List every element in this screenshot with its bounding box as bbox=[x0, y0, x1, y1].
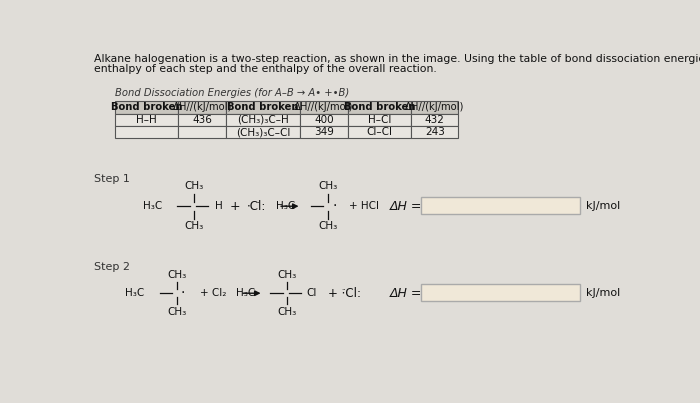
Text: Bond broken: Bond broken bbox=[344, 102, 415, 112]
Bar bbox=[412, 114, 458, 126]
Text: ΔH//(kJ/mol): ΔH//(kJ/mol) bbox=[294, 102, 354, 112]
Bar bbox=[421, 284, 580, 301]
Bar bbox=[348, 101, 412, 114]
Bar bbox=[178, 101, 226, 114]
Text: 349: 349 bbox=[314, 127, 334, 137]
Text: ⋅Cl:: ⋅Cl: bbox=[247, 200, 267, 213]
Text: ..: .. bbox=[256, 198, 260, 204]
Text: (CH₃)₃C–Cl: (CH₃)₃C–Cl bbox=[236, 127, 290, 137]
Bar bbox=[412, 101, 458, 114]
Text: ..: .. bbox=[341, 285, 346, 291]
Text: (CH₃)₃C–H: (CH₃)₃C–H bbox=[237, 115, 289, 125]
Text: Step 1: Step 1 bbox=[94, 174, 130, 184]
Text: Cl: Cl bbox=[307, 288, 317, 298]
Bar bbox=[115, 126, 178, 139]
Text: 436: 436 bbox=[193, 115, 212, 125]
Bar bbox=[300, 114, 348, 126]
Text: enthalpy of each step and the enthalpy of the overall reaction.: enthalpy of each step and the enthalpy o… bbox=[94, 64, 437, 74]
Text: 432: 432 bbox=[425, 115, 444, 125]
Text: ΔH//(kJ/mol): ΔH//(kJ/mol) bbox=[405, 102, 464, 112]
Text: Bond Dissociation Energies (for A–B → A• +•B): Bond Dissociation Energies (for A–B → A•… bbox=[115, 88, 349, 98]
Bar bbox=[226, 101, 300, 114]
Text: ΔH =: ΔH = bbox=[390, 287, 422, 300]
Text: CH₃: CH₃ bbox=[318, 181, 337, 191]
Text: ΔH =: ΔH = bbox=[390, 200, 422, 213]
Text: H–Cl: H–Cl bbox=[368, 115, 391, 125]
Text: Bond broken: Bond broken bbox=[111, 102, 182, 112]
Text: + Cl₂: + Cl₂ bbox=[200, 288, 226, 298]
Text: Alkane halogenation is a two-step reaction, as shown in the image. Using the tab: Alkane halogenation is a two-step reacti… bbox=[94, 54, 700, 64]
Bar bbox=[348, 114, 412, 126]
Bar bbox=[115, 114, 178, 126]
Text: ⋅: ⋅ bbox=[181, 286, 185, 300]
Bar bbox=[348, 126, 412, 139]
Text: CH₃: CH₃ bbox=[278, 307, 297, 317]
Text: CH₃: CH₃ bbox=[318, 221, 337, 231]
Text: 400: 400 bbox=[314, 115, 334, 125]
Bar bbox=[226, 126, 300, 139]
Bar bbox=[178, 126, 226, 139]
Text: Cl–Cl: Cl–Cl bbox=[367, 127, 393, 137]
Bar bbox=[300, 126, 348, 139]
Text: CH₃: CH₃ bbox=[185, 221, 204, 231]
Bar bbox=[300, 101, 348, 114]
Text: H₃C: H₃C bbox=[236, 288, 255, 298]
Text: H₃C: H₃C bbox=[143, 201, 162, 211]
Bar bbox=[421, 197, 580, 214]
Text: kJ/mol: kJ/mol bbox=[586, 201, 620, 211]
Text: H₃C: H₃C bbox=[276, 201, 295, 211]
Text: + ⋅Cl:: + ⋅Cl: bbox=[328, 287, 360, 300]
Text: CH₃: CH₃ bbox=[167, 307, 186, 317]
Bar bbox=[226, 114, 300, 126]
Bar bbox=[178, 114, 226, 126]
Text: +: + bbox=[230, 200, 240, 213]
Text: kJ/mol: kJ/mol bbox=[586, 288, 620, 298]
Text: H: H bbox=[215, 201, 223, 211]
Text: H–H: H–H bbox=[136, 115, 157, 125]
Text: CH₃: CH₃ bbox=[278, 270, 297, 280]
Text: H₃C: H₃C bbox=[125, 288, 144, 298]
Text: Bond broken: Bond broken bbox=[228, 102, 299, 112]
Text: + HCl: + HCl bbox=[349, 201, 379, 211]
Text: ⋅: ⋅ bbox=[332, 199, 337, 213]
Bar bbox=[115, 101, 178, 114]
Bar bbox=[412, 126, 458, 139]
Text: Step 2: Step 2 bbox=[94, 262, 130, 272]
Text: 243: 243 bbox=[425, 127, 444, 137]
Text: CH₃: CH₃ bbox=[185, 181, 204, 191]
Text: ΔH//(kJ/mol): ΔH//(kJ/mol) bbox=[172, 102, 232, 112]
Text: CH₃: CH₃ bbox=[167, 270, 186, 280]
